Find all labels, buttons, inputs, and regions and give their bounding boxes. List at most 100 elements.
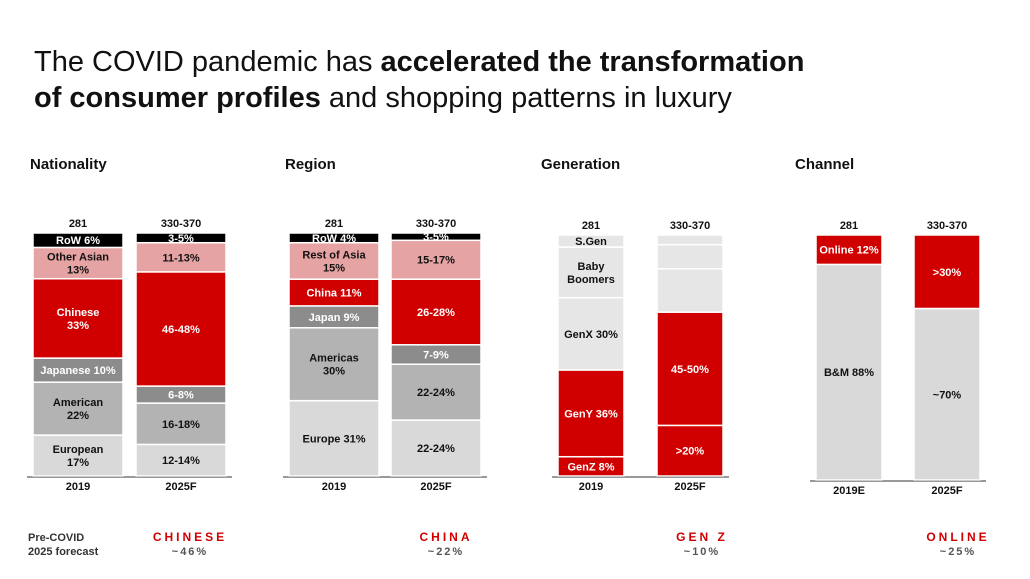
data-label-european-2019: European 17% [53, 444, 104, 469]
data-label-online-2019e: Online 12% [819, 245, 879, 257]
data-label-rest-of-asia-2019: Rest of Asia 15% [302, 249, 366, 274]
forecast-value-online: ~25% [939, 546, 977, 558]
data-label-row-2025f: 3-5% [168, 233, 194, 245]
category-label-2019: 2019 [322, 481, 346, 493]
data-label-americas-2019: Americas 30% [309, 353, 359, 378]
total-label-2019: 281 [582, 220, 600, 232]
bar-segment-online-2019e [815, 234, 883, 266]
data-label-genx-2019: GenX 30% [564, 329, 618, 341]
category-label-2025f: 2025F [931, 485, 962, 497]
forecast-label-online: ONLINE [926, 530, 990, 544]
category-label-2019: 2019 [579, 481, 603, 493]
data-label-european-2025f: 12-14% [162, 455, 200, 467]
data-label-b-m-2019e: B&M 88% [824, 367, 874, 379]
data-label-europe-2019: Europe 31% [303, 433, 366, 445]
total-label-2019: 281 [69, 218, 87, 230]
headline-bold1: accelerated the transformation [380, 46, 805, 78]
data-label-row-2025f: 3-5% [423, 232, 449, 244]
bar-segment-china-2019 [288, 278, 380, 307]
bar-segment-baby-boomers-2025f [656, 243, 724, 270]
data-label-japan-2025f: 7-9% [423, 350, 449, 362]
bar-segment-row-2025f [390, 232, 482, 242]
data-label-row-2019: RoW 4% [312, 233, 356, 245]
bar-segment-s-gen-2025f [656, 234, 724, 246]
bar-segment-other-asian-2019 [32, 246, 124, 280]
category-label-2025f: 2025F [674, 481, 705, 493]
total-label-2019e: 281 [840, 220, 858, 232]
chart-channel: B&M 88% Online 12% 281 2019E ~70% >30% 330-370… [810, 220, 986, 497]
forecast-value-china: ~22% [427, 546, 465, 558]
data-label-chinese-2025f: 46-48% [162, 324, 200, 336]
panel-title-generation: Generation [541, 156, 621, 173]
bar-segment-row-2019 [32, 232, 124, 249]
data-label-china-2019: China 11% [306, 288, 361, 300]
total-label-2019: 281 [325, 218, 343, 230]
category-label-2019: 2019 [66, 481, 90, 493]
total-label-2025f: 330-370 [927, 220, 967, 232]
bar-segment-european-2025f [135, 443, 227, 477]
bar-segment-americas-2025f [390, 363, 482, 421]
headline: The COVID pandemic has accelerated the t… [34, 44, 934, 116]
footer-note-line1: Pre-COVID [28, 532, 85, 544]
panel-title-region: Region [285, 156, 336, 173]
total-label-2025f: 330-370 [161, 218, 201, 230]
bar-segment-geny-2019 [557, 369, 625, 458]
bar-segment-geny-2025f [656, 311, 724, 427]
data-label-genz-2019: GenZ 8% [567, 461, 614, 473]
bar-segment-american-2025f [135, 402, 227, 446]
total-label-2025f: 330-370 [670, 220, 710, 232]
data-label-online-2025f: >30% [933, 267, 962, 279]
data-label-china-2025f: 26-28% [417, 307, 455, 319]
bar-segment-china-2025f [390, 278, 482, 346]
total-label-2025f: 330-370 [416, 218, 456, 230]
data-label-american-2025f: 16-18% [162, 419, 200, 431]
bar-segment-europe-2019 [288, 399, 380, 477]
data-label-japanese-2019: Japanese 10% [40, 365, 115, 377]
footer-note-line2: 2025 forecast [28, 546, 99, 558]
data-label-chinese-2019: Chinese 33% [57, 307, 100, 332]
forecast-label-chinese: CHINESE [152, 530, 228, 544]
data-label-geny-2025f: 45-50% [671, 364, 709, 376]
data-label-other-asian-2025f: 11-13% [162, 252, 200, 264]
bar-segment-b-m-2025f [913, 307, 981, 481]
bar-segment-chinese-2025f [135, 271, 227, 387]
bar-segment-rest-of-asia-2019 [288, 241, 380, 280]
bar-segment-online-2025f [913, 234, 981, 310]
data-label-b-m-2025f: ~70% [933, 389, 962, 401]
data-label-americas-2025f: 22-24% [417, 387, 455, 399]
data-label-japanese-2025f: 6-8% [168, 390, 194, 402]
chart-region: Europe 31% Americas 30% Japan 9% China 11% Re… [283, 218, 487, 493]
bar-segment-row-2019 [288, 232, 380, 244]
forecast-label-china: CHINA [419, 530, 473, 544]
bar-segment-s-gen-2019 [557, 234, 625, 248]
panel-title-nationality: Nationality [30, 156, 107, 173]
data-label-genz-2025f: >20% [676, 446, 705, 458]
data-label-europe-2025f: 22-24% [417, 443, 455, 455]
data-label-geny-2019: GenY 36% [564, 408, 618, 420]
bar-segment-european-2019 [32, 434, 124, 477]
forecast-label-genz: GEN Z [676, 530, 728, 544]
bar-segment-europe-2025f [390, 419, 482, 477]
chart-nationality: European 17% American 22% Japanese 10% Chines… [27, 218, 232, 493]
bar-segment-other-asian-2025f [135, 241, 227, 273]
headline-part1: The COVID pandemic has [34, 46, 381, 78]
data-label-s-gen-2019: S.Gen [575, 236, 607, 248]
forecast-value-genz: ~10% [683, 546, 721, 558]
panel-title-channel: Channel [795, 156, 855, 173]
headline-part2: and shopping patterns in luxury [320, 82, 732, 114]
data-label-baby-boomers-2019: Baby Boomers [567, 261, 615, 286]
bar-segment-genx-2025f [656, 267, 724, 313]
data-label-other-asian-2019: Other Asian 13% [47, 252, 109, 277]
bar-segment-chinese-2019 [32, 277, 124, 359]
data-label-american-2019: American 22% [53, 397, 103, 422]
bar-segment-b-m-2019e [815, 263, 883, 481]
headline-bold2: of consumer profiles [34, 82, 321, 114]
category-label-2025f: 2025F [165, 481, 196, 493]
bar-segment-american-2019 [32, 381, 124, 436]
data-label-rest-of-asia-2025f: 15-17% [417, 255, 455, 267]
data-label-japan-2019: Japan 9% [309, 312, 360, 324]
bar-segment-row-2025f [135, 232, 227, 244]
category-label-2019e: 2019E [833, 485, 865, 497]
forecast-value-chinese: ~46% [171, 546, 209, 558]
